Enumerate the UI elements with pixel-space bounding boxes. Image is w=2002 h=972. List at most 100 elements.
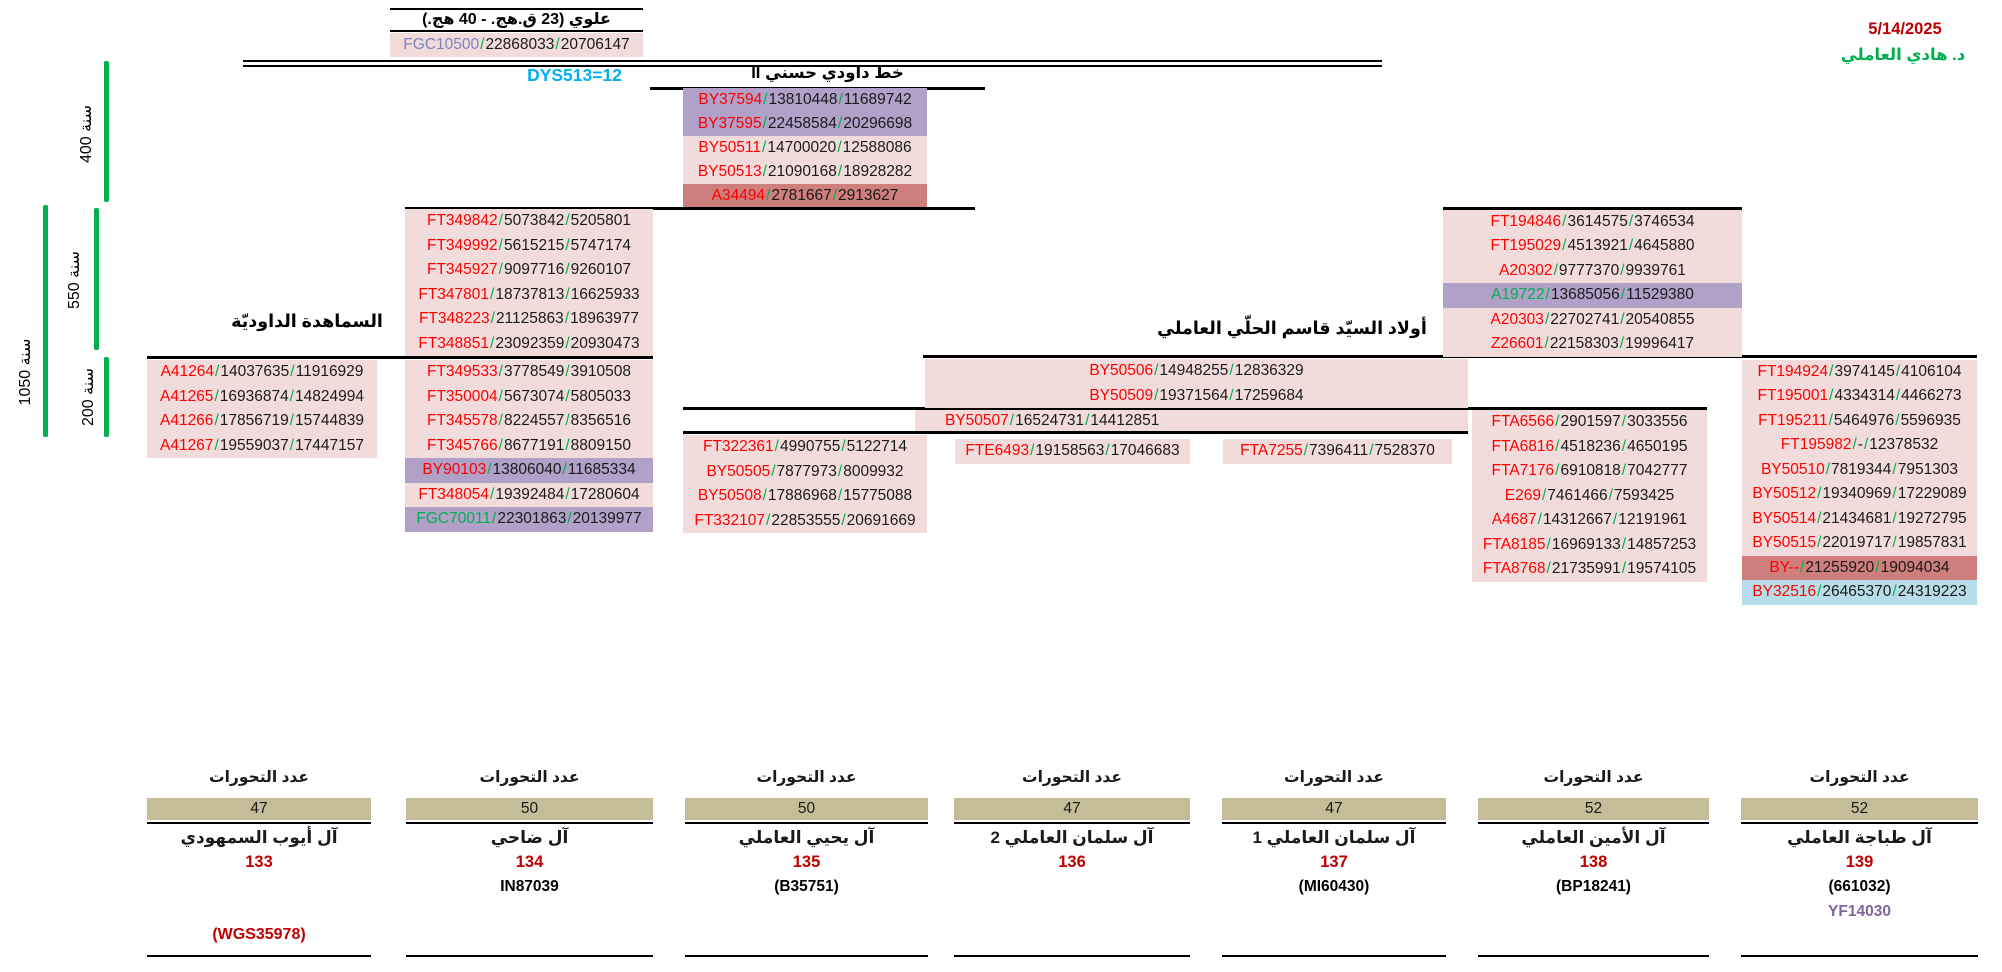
wgs-kit-number: (WGS35978) [212, 926, 306, 943]
mutation-count: 47 [1222, 798, 1446, 820]
family-column-6: عدد التحورات 52 آل الأمين العاملي 138 (B… [1478, 768, 1709, 968]
snp-row: FT348223/21125863/18963977 [405, 307, 653, 332]
mutation-count: 47 [147, 798, 371, 820]
root-branch-rule [243, 60, 1382, 67]
khat-header: خط داودي حسني II [751, 64, 904, 82]
family-name: آل أيوب السمهودي [180, 828, 338, 847]
alawi-header: علوي (23 ق.هج. - 40 هج.) [422, 11, 611, 28]
snp-row: FT348054/19392484/17280604 [405, 482, 653, 507]
snp-row: BY50508/17886968/15775088 [683, 484, 927, 509]
kit-number: (MI60430) [1298, 878, 1370, 895]
snp-row: BY50506/14948255/12836329 [925, 359, 1468, 384]
snp-row: A41264/14037635/11916929 [147, 360, 377, 385]
count-underline [147, 822, 371, 824]
snp-row: BY32516/26465370/24319223 [1742, 580, 1977, 605]
samahida-col-b-lower: FT349533/3778549/3910508 FT350004/5673074… [405, 360, 653, 532]
family-column-4: عدد التحورات 47 آل سلمان العاملي 2 136 [954, 768, 1190, 968]
snp-row: BY50509/19371564/17259684 [925, 383, 1468, 408]
kit-number: (BP18241) [1556, 878, 1631, 895]
mutation-count: 50 [406, 798, 653, 820]
mutation-count: 50 [685, 798, 928, 820]
snp-row: BY50512/19340969/17229089 [1742, 482, 1977, 507]
family-number: 134 [515, 853, 544, 871]
awlad-band: BY50506/14948255/12836329 BY50509/1937156… [925, 359, 1468, 408]
snp-row: FTA6566/2901597/3033556 [1472, 410, 1707, 435]
kit-number: (661032) [1828, 878, 1891, 895]
year-scale-label-400: 400 سنة [78, 105, 95, 163]
snp-row: A41267/19559037/17447157 [147, 433, 377, 458]
date-label: 5/14/2025 [1868, 20, 1942, 38]
mutations-label: عدد التحورات [756, 769, 857, 786]
snp-row: FT345578/8224557/8356516 [405, 409, 653, 434]
family-name: آل ضاحي [490, 828, 569, 847]
snp-row: FTE6493/19158563/17046683 [955, 439, 1190, 464]
snp-row: FT195982/-/12378532 [1742, 433, 1977, 458]
snp-row: FTA7255/7396411/7528370 [1223, 439, 1452, 464]
snp-row: E269/7461466/7593425 [1472, 483, 1707, 508]
samahida-title: السماهدة الداوديّة [231, 311, 383, 331]
year-scale-bar-1050 [43, 205, 48, 437]
snp-row: FT195001/4334314/4466273 [1742, 384, 1977, 409]
family-number: 135 [792, 853, 821, 871]
snp-row: A41265/16936874/14824994 [147, 384, 377, 409]
count-underline [685, 822, 928, 824]
snp-row: FGC70011/22301863/20139977 [405, 507, 653, 532]
fta7255-row: FTA7255/7396411/7528370 [1223, 439, 1452, 464]
family-number: 138 [1579, 853, 1608, 871]
family-column-7: عدد التحورات 52 آل طباجة العاملي 139 (66… [1741, 768, 1978, 968]
amin-col-lower: FTA6566/2901597/3033556 FTA6816/4518236/4… [1472, 410, 1707, 582]
branch-line-357-left [147, 356, 653, 359]
snp-row: A34494/2781667/2913627 [683, 184, 927, 208]
snp-row: FTA6816/4518236/4650195 [1472, 434, 1707, 459]
year-scale-label-200: 200 سنة [80, 368, 97, 426]
snp-row: FT350004/5673074/5805033 [405, 384, 653, 409]
family-name: آل يحيي العاملي [738, 828, 875, 847]
column-baseline [1741, 955, 1978, 957]
snp-row: FT332107/22853555/20691669 [683, 508, 927, 533]
awlad-title: أولاد السيّد قاسم الحلّي العاملي [1157, 318, 1427, 338]
count-underline [1222, 822, 1446, 824]
mutations-label: عدد التحورات [1022, 769, 1122, 786]
kit-number: IN87039 [500, 878, 559, 895]
branch-line-208-left [405, 207, 975, 210]
snp-row: BY50510/7819344/7951303 [1742, 457, 1977, 482]
snp-row: FT349533/3778549/3910508 [405, 360, 653, 385]
column-baseline [685, 955, 928, 957]
family-number: 139 [1845, 853, 1874, 871]
year-scale-bar-550 [94, 208, 99, 350]
year-scale-bar-400 [104, 61, 109, 202]
snp-row: BY50513/21090168/18928282 [683, 160, 927, 184]
line2-col-c: FT322361/4990755/5122714 BY50505/7877973/… [683, 435, 927, 533]
snp-row: FT345927/9097716/9260107 [405, 258, 653, 283]
snp-row: BY90103/13806040/11685334 [405, 458, 653, 483]
family-number: 136 [1058, 853, 1086, 871]
snp-row: FT348851/23092359/20930473 [405, 331, 653, 356]
family-name: آل سلمان العاملي 2 [990, 828, 1154, 847]
by50507-row: BY50507/16524731/14412851 [915, 409, 1468, 431]
family-name: آل الأمين العاملي [1521, 828, 1666, 847]
snp-row: FTA8768/21735991/19574105 [1472, 557, 1707, 582]
snp-row: A20303/22702741/20540855 [1443, 307, 1742, 332]
snp-row: A19722/13685056/11529380 [1443, 283, 1742, 308]
family-name: آل سلمان العاملي 1 [1252, 828, 1416, 847]
snp-row: FGC10500/22868033/20706147 [390, 32, 643, 57]
column-baseline [1222, 955, 1446, 957]
snp-row: Z26601/22158303/19996417 [1443, 332, 1742, 357]
snp-row: A4687/14312667/12191961 [1472, 508, 1707, 533]
family-column-5: عدد التحورات 47 آل سلمان العاملي 1 137 (… [1222, 768, 1446, 968]
branch-line-208-right [1443, 207, 1742, 210]
mutations-label: عدد التحورات [209, 769, 309, 786]
snp-row: BY50511/14700020/12588086 [683, 136, 927, 160]
snp-row: FTA7176/6910818/7042777 [1472, 459, 1707, 484]
snp-row: FT194924/3974145/4106104 [1742, 359, 1977, 384]
snp-row: BY50515/22019717/19857831 [1742, 531, 1977, 556]
snp-row: BY--/21255920/19094034 [1742, 555, 1977, 580]
alawi-bottom-rule [390, 30, 643, 32]
snp-row: FT322361/4990755/5122714 [683, 435, 927, 460]
snp-row: A41266/17856719/15744839 [147, 409, 377, 434]
dys513-label: DYS513=12 [527, 65, 622, 85]
root-snp-row: FGC10500/22868033/20706147 [390, 32, 643, 57]
kit-number: (B35751) [774, 878, 839, 895]
branch-line-357-right [923, 355, 1977, 358]
